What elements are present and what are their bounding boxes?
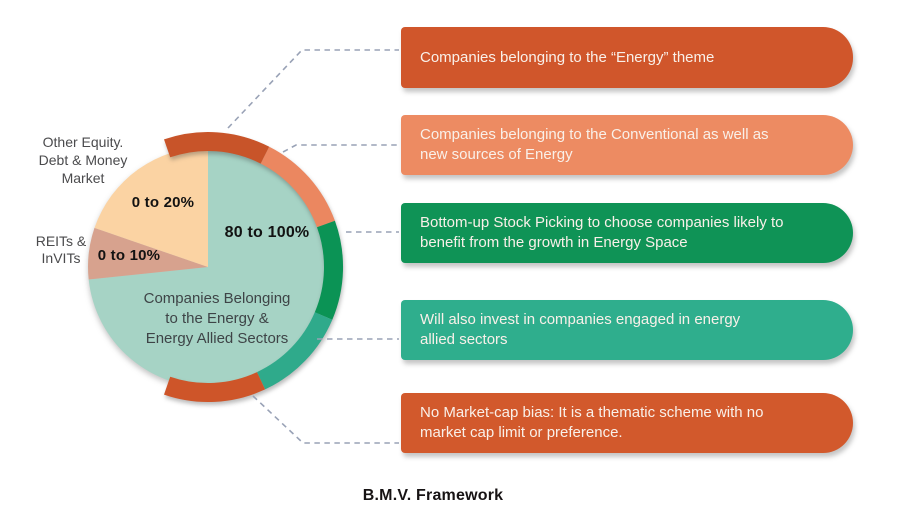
outer-ring-arcs	[164, 132, 344, 403]
callout-energy-theme-text: Companies belonging to the “Energy” them…	[420, 48, 715, 66]
callout-no-marketcap-bias: No Market-cap bias: It is a thematic sch…	[401, 393, 853, 453]
connector-line-2	[282, 144, 399, 153]
callout-conventional-new-sources: Companies belonging to the Conventional …	[401, 115, 853, 175]
pie-label-energy-allied: Companies Belonging to the Energy & Ener…	[143, 290, 291, 347]
pie-slice-other-equity-debt	[94, 146, 208, 267]
ring-arc-conventional-new-sources	[260, 146, 335, 228]
callout-energy-allied-sectors: Will also invest in companies engaged in…	[401, 300, 853, 360]
pie-label-reits-invits: REITs & InVITs	[35, 233, 87, 266]
pie-slice-energy-allied-sectors	[88, 147, 329, 387]
connector-lines	[227, 49, 399, 444]
callout-energy-allied-sectors-text: Will also invest in companies engaged in…	[420, 311, 741, 348]
callout-bottom-up-stock-picking: Bottom-up Stock Picking to choose compan…	[401, 203, 853, 263]
connector-line-1	[227, 49, 399, 129]
callout-no-marketcap-bias-text: No Market-cap bias: It is a thematic sch…	[420, 404, 764, 441]
callout-energy-theme: Companies belonging to the “Energy” them…	[401, 27, 853, 88]
ring-arc-energy-allied	[257, 312, 333, 390]
pie-slices	[88, 146, 329, 387]
ring-arc-no-marketcap-bias	[164, 372, 266, 403]
ring-arc-bottom-up-stock-picking	[314, 220, 344, 320]
callout-conventional-new-sources-text: Companies belonging to the Conventional …	[420, 126, 769, 163]
pie-value-other-equity: 0 to 20%	[131, 194, 195, 211]
connector-line-5	[252, 395, 399, 444]
pie-value-reits-invits: 0 to 10%	[97, 247, 161, 264]
pie-label-other-equity: Other Equity. Debt & Money Market	[38, 134, 128, 186]
pie-value-energy-allied: 80 to 100%	[224, 224, 310, 241]
diagram-title: B.M.V. Framework	[362, 487, 504, 504]
pie-slice-reits-invits	[88, 227, 208, 280]
ring-arc-energy-theme	[164, 132, 270, 164]
callout-bottom-up-stock-picking-text: Bottom-up Stock Picking to choose compan…	[420, 214, 784, 251]
